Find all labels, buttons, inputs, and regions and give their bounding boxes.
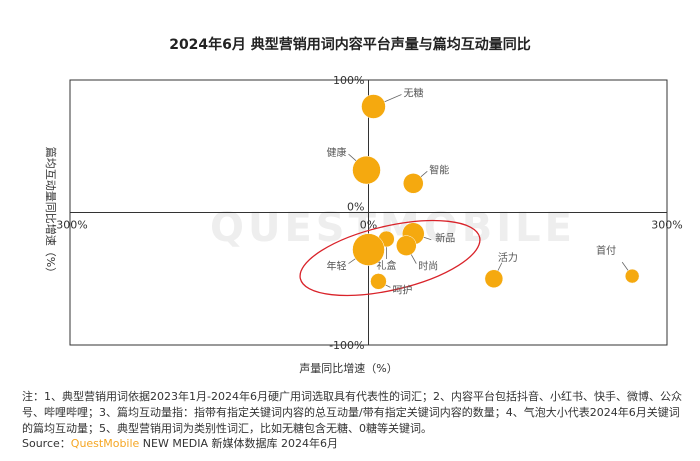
bubble <box>352 155 381 185</box>
source-prefix: Source： <box>22 437 71 450</box>
x-tick-label: 300% <box>651 219 682 232</box>
y-tick-label: 100% <box>333 74 364 87</box>
source-rest: NEW MEDIA 新媒体数据库 2024年6月 <box>139 437 339 450</box>
y-axis-label: 篇均互动量同比增速（%） <box>44 147 58 278</box>
chart-title: 2024年6月 典型营销用词内容平台声量与篇均互动量同比 <box>169 37 531 53</box>
bubble <box>352 233 385 266</box>
x-axis-label: 声量同比增速（%） <box>299 361 397 375</box>
highlight-ellipse <box>299 219 481 297</box>
bubble-label: 时尚 <box>418 260 438 273</box>
x-tick-label: -300% <box>52 219 87 232</box>
y-tick-label: 0% <box>347 201 364 214</box>
bubble-label: 无糖 <box>403 87 423 100</box>
bubble-label: 年轻 <box>327 260 347 273</box>
bubble-label: 智能 <box>429 163 449 176</box>
bubble-label: 呵护 <box>392 283 412 296</box>
bubble <box>484 269 504 288</box>
chart-note: 注：1、典型营销用词依据2023年1月-2024年6月硬广用词选取具有代表性的词… <box>22 390 682 435</box>
bubble <box>396 235 417 256</box>
bubble-label: 健康 <box>327 146 347 159</box>
bubble-label: 活力 <box>498 251 518 264</box>
y-tick-label: -100% <box>329 339 364 352</box>
source-brand: QuestMobile <box>70 437 140 450</box>
bubble-label: 首付 <box>596 244 616 257</box>
x-tick-label: 0% <box>360 219 377 232</box>
bubble-label: 礼盒 <box>376 259 396 272</box>
bubble <box>403 173 424 194</box>
source-line: Source：QuestMobile NEW MEDIA 新媒体数据库 2024… <box>22 435 338 451</box>
bubble <box>624 268 640 284</box>
bubble <box>370 273 387 290</box>
bubble <box>361 94 386 119</box>
bubble-label: 新品 <box>435 232 455 245</box>
